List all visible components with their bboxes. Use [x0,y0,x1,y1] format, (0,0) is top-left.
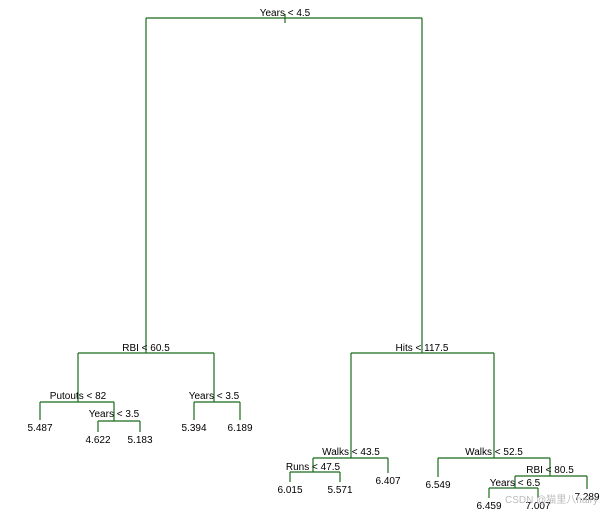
leaf-value: 6.459 [476,501,501,512]
split-label: RBI < 60.5 [122,343,170,354]
leaf-value: 7.289 [574,492,599,503]
leaf-value: 6.549 [425,480,450,491]
split-label: Runs < 47.5 [286,462,341,473]
leaf-value: 7.007 [525,501,550,512]
split-label: RBI < 80.5 [526,465,574,476]
split-label: Years < 3.5 [189,391,240,402]
split-label: Walks < 43.5 [322,447,380,458]
leaf-value: 6.015 [277,485,302,496]
leaf-value: 5.571 [327,485,352,496]
leaf-value: 5.394 [181,423,206,434]
leaf-value: 5.487 [27,423,52,434]
leaf-value: 5.183 [127,435,152,446]
leaf-value: 4.622 [85,435,110,446]
split-label: Years < 3.5 [89,409,140,420]
split-label: Hits < 117.5 [396,343,449,354]
split-label: Putouts < 82 [50,391,107,402]
watermark: CSDN @猫里八hairy [505,493,598,506]
leaf-value: 6.407 [375,476,400,487]
split-label: Years < 6.5 [490,478,541,489]
split-label: Walks < 52.5 [465,447,523,458]
tree-edges [39,14,588,498]
leaf-value: 6.189 [227,423,252,434]
split-label: Years < 4.5 [260,8,311,19]
